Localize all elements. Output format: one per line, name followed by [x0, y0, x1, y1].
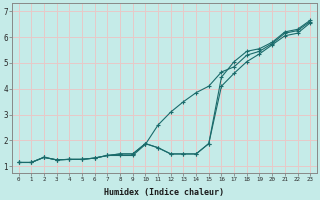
- X-axis label: Humidex (Indice chaleur): Humidex (Indice chaleur): [104, 188, 224, 197]
